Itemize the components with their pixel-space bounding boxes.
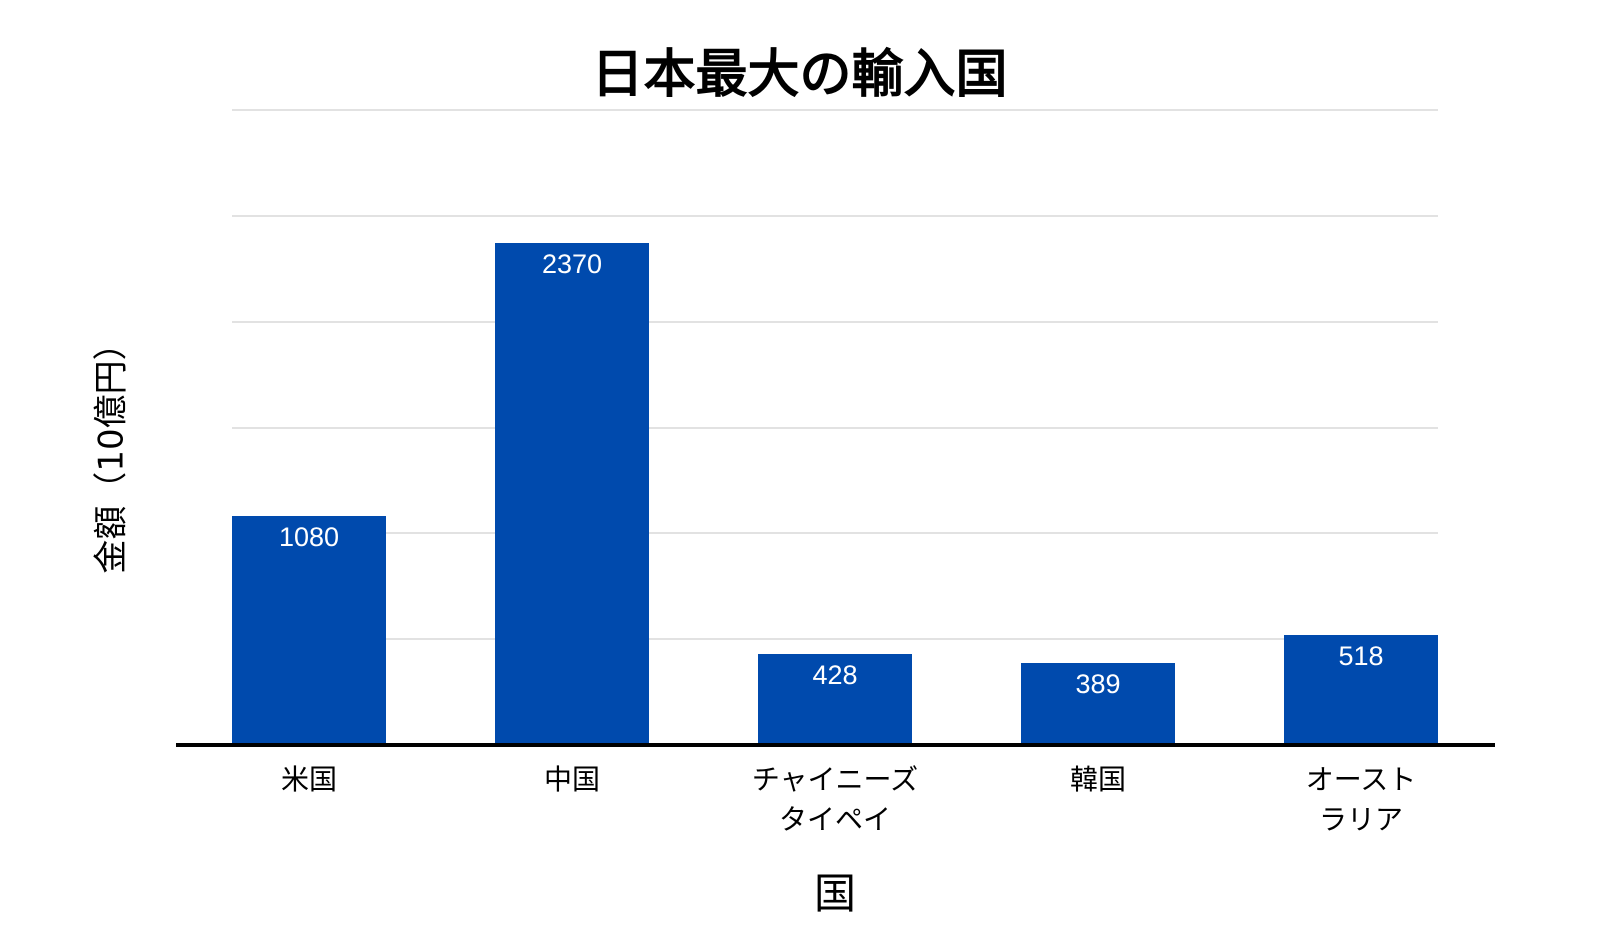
bar: 389 (1021, 662, 1175, 745)
bar: 518 (1284, 635, 1438, 745)
x-tick-label: 中国 (543, 763, 600, 796)
x-tick-label: オースト ラリア (1305, 763, 1417, 836)
bar: 428 (758, 654, 912, 745)
x-tick-label: 韓国 (1069, 763, 1126, 796)
bar-value-label: 389 (1075, 668, 1121, 699)
bar: 1080 (232, 516, 386, 745)
gridline (232, 426, 1438, 429)
chart-title: 日本最大の輸入国 (591, 45, 1008, 105)
gridline (232, 638, 1438, 641)
bar-value-label: 1080 (278, 522, 340, 553)
bar-value-label: 2370 (541, 249, 603, 280)
bar-value-label: 518 (1338, 641, 1384, 672)
gridline (232, 320, 1438, 323)
bar-value-label: 428 (812, 660, 858, 691)
x-tick-label: 米国 (280, 763, 337, 796)
x-axis-label: 国 (813, 869, 856, 918)
gridline (232, 532, 1438, 535)
x-axis-line (176, 743, 1495, 747)
y-axis-label: 金額（10億円） (91, 326, 132, 574)
x-tick-label: チャイニーズ タイペイ (751, 763, 919, 836)
gridline (232, 109, 1438, 111)
gridline (232, 214, 1438, 217)
bar: 2370 (495, 243, 649, 745)
plot-area: 1080 2370 428 389 518 (232, 0, 1438, 745)
